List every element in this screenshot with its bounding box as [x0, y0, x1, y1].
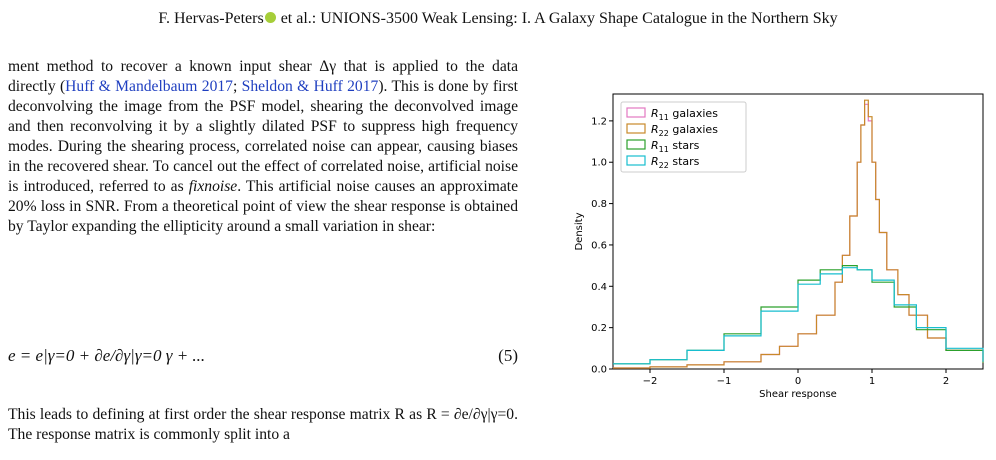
para2-text: This leads to defining at first order th… — [8, 405, 518, 443]
y-tick-label: 0.8 — [591, 199, 607, 210]
x-tick-label: 1 — [869, 376, 875, 387]
body-paragraph-1: ment method to recover a known input she… — [8, 57, 518, 237]
series-line-2 — [613, 99, 984, 369]
x-tick-label: −2 — [643, 376, 658, 387]
shear-response-chart: −2 −1 0 1 2 0.0 0.2 0.4 0.6 0.8 1.0 1.2 Shear respon… — [574, 93, 984, 400]
citation-huff-mandelbaum[interactable]: Huff & Mandelbaum 2017 — [65, 78, 233, 95]
x-axis-label: Shear response — [759, 389, 837, 400]
x-tick-label: −1 — [717, 376, 732, 387]
legend-swatch-4 — [626, 155, 646, 166]
legend-box — [620, 101, 747, 173]
y-tick-label: 0.2 — [591, 323, 607, 334]
header-title: et al.: UNIONS-3500 Weak Lensing: I. A G… — [276, 10, 838, 27]
shear-response-figure: −2 −1 0 1 2 0.0 0.2 0.4 0.6 0.8 1.0 1.2 Shear respon… — [568, 88, 988, 408]
legend-label-4: R22 stars — [651, 155, 700, 170]
equation-number: (5) — [498, 346, 518, 365]
legend-swatch-2 — [626, 123, 646, 134]
orcid-icon[interactable] — [264, 12, 276, 23]
para1-text-a: ment method to recover a known input she… — [8, 58, 518, 95]
y-tick-label: 0.6 — [591, 240, 607, 251]
legend-label-1: R11 galaxies — [651, 107, 718, 122]
y-tick-label: 1.0 — [591, 158, 607, 169]
equation-text: e = e|γ=0 + ∂e/∂γ|γ=0 γ + ... — [8, 346, 206, 365]
legend-label-2: R22 galaxies — [651, 123, 718, 138]
series-line-4 — [613, 267, 984, 365]
y-tick-label: 0.4 — [591, 282, 607, 293]
x-tick-label: 2 — [943, 376, 949, 387]
page-header: F. Hervas-Peters et al.: UNIONS-3500 Wea… — [0, 9, 996, 29]
y-axis-label: Density — [574, 212, 585, 250]
para1-text-b: ). This is done by first deconvolving th… — [8, 78, 519, 195]
legend-swatch-3 — [626, 139, 646, 150]
body-paragraph-2: This leads to defining at first order th… — [8, 389, 518, 460]
fixnoise-term: fixnoise — [188, 178, 238, 195]
equation-5: e = e|γ=0 + ∂e/∂γ|γ=0 γ + ... (5) — [8, 332, 518, 382]
y-tick-label: 1.2 — [591, 116, 607, 127]
para1-text-c: . This artificial noise causes an approx… — [8, 178, 518, 235]
citation-sheldon-huff[interactable]: Sheldon & Huff 2017 — [241, 78, 379, 95]
x-tick-label: 0 — [795, 376, 801, 387]
para1-sep: ; — [232, 78, 242, 95]
legend-label-3: R11 stars — [651, 139, 700, 154]
header-author: F. Hervas-Peters — [158, 10, 264, 27]
legend-swatch-1 — [626, 107, 646, 118]
y-tick-label: 0.0 — [591, 365, 607, 376]
